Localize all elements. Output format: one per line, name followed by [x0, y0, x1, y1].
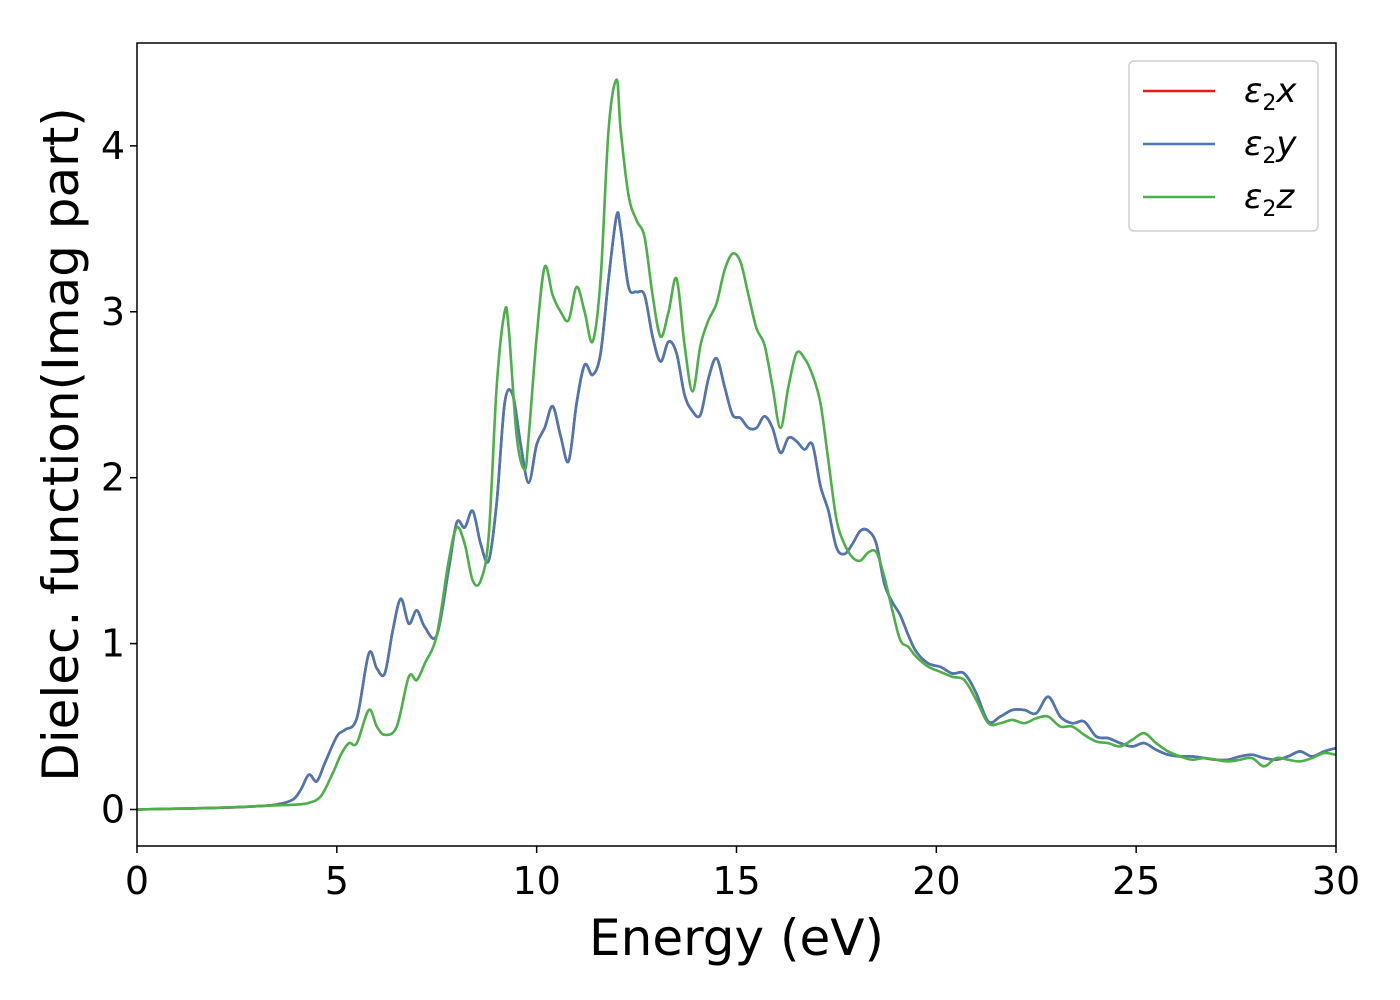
x-tick-label: 5 [325, 859, 349, 903]
y-tick-label: 0 [101, 788, 125, 832]
y-axis-label: Dielec. function(Imag part) [32, 107, 90, 782]
legend-box [1128, 60, 1319, 232]
y-tick-label: 3 [101, 290, 125, 334]
x-tick-label: 15 [712, 859, 760, 903]
y-tick-label: 4 [101, 124, 125, 168]
series-line-y [137, 211, 1336, 811]
legend-label-x: ε2x [1244, 71, 1297, 116]
legend: ε2x ε2y ε2z [1128, 60, 1319, 232]
y-tick-label: 2 [101, 456, 125, 500]
x-tick-label: 10 [512, 859, 560, 903]
x-tick-label: 0 [125, 859, 149, 903]
legend-label-y: ε2y [1244, 124, 1297, 169]
legend-label-z: ε2z [1244, 177, 1295, 222]
series-layer [137, 78, 1336, 811]
series-line-x [137, 211, 1336, 811]
x-tick-label: 30 [1312, 859, 1360, 903]
x-axis-label: Energy (eV) [589, 909, 884, 967]
x-tick-label: 20 [912, 859, 960, 903]
x-axis-ticks: 0 5 10 15 20 25 30 [125, 846, 1360, 903]
y-axis-ticks: 0 1 2 3 4 [101, 124, 137, 832]
x-tick-label: 25 [1112, 859, 1160, 903]
series-line-z [137, 78, 1336, 811]
y-tick-label: 1 [101, 622, 125, 666]
